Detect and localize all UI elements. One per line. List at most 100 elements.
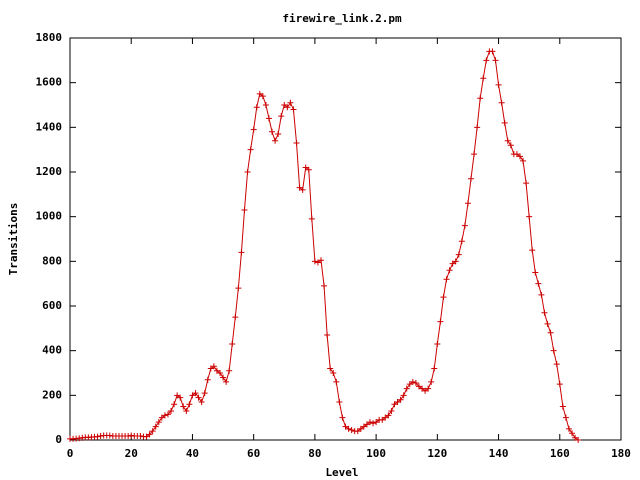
point-marker <box>259 93 266 100</box>
x-axis-label: Level <box>325 466 358 479</box>
point-marker <box>299 186 306 193</box>
point-marker <box>373 419 380 426</box>
point-marker <box>281 102 288 108</box>
point-marker <box>198 399 205 406</box>
point-marker <box>550 347 557 354</box>
point-marker <box>575 437 582 443</box>
point-marker <box>333 378 340 385</box>
point-marker <box>437 318 444 325</box>
point-marker <box>324 332 331 339</box>
point-marker <box>391 401 398 408</box>
y-tick-label: 600 <box>42 299 62 312</box>
y-tick-label: 1000 <box>36 210 63 223</box>
x-tick-label: 160 <box>550 447 570 460</box>
y-tick-label: 1400 <box>36 120 63 133</box>
point-marker <box>565 425 572 432</box>
point-marker <box>213 367 220 374</box>
y-tick-label: 1600 <box>36 76 63 89</box>
point-marker <box>492 57 499 64</box>
point-marker <box>513 151 520 158</box>
point-marker <box>302 164 309 171</box>
point-marker <box>415 383 422 390</box>
point-marker <box>207 365 214 372</box>
point-marker <box>238 249 245 256</box>
x-tick-label: 0 <box>67 447 74 460</box>
point-marker <box>406 381 413 388</box>
x-tick-label: 140 <box>489 447 509 460</box>
x-tick-label: 120 <box>427 447 447 460</box>
point-marker <box>541 309 548 316</box>
point-marker <box>262 102 269 108</box>
point-marker <box>186 401 193 408</box>
point-marker <box>216 370 223 376</box>
point-marker <box>538 291 545 298</box>
point-marker <box>137 432 144 439</box>
point-marker <box>419 385 426 392</box>
x-tick-label: 60 <box>247 447 260 460</box>
point-marker <box>504 137 511 144</box>
point-marker <box>363 421 370 428</box>
point-marker <box>385 412 392 419</box>
point-marker <box>275 131 282 138</box>
point-marker <box>241 206 248 213</box>
point-marker <box>544 320 551 327</box>
point-marker <box>562 414 569 421</box>
point-marker <box>287 99 294 106</box>
point-marker <box>409 378 416 385</box>
point-marker <box>168 407 175 414</box>
point-marker <box>226 367 233 374</box>
point-marker <box>461 222 468 229</box>
point-marker <box>158 414 165 421</box>
x-tick-label: 100 <box>366 447 386 460</box>
point-marker <box>526 213 533 220</box>
point-marker <box>535 280 542 287</box>
point-marker <box>244 169 251 175</box>
point-marker <box>235 285 242 292</box>
point-marker <box>146 431 153 438</box>
point-marker <box>523 180 530 187</box>
chart-title: firewire_link.2.pm <box>282 12 402 25</box>
point-marker <box>201 390 208 397</box>
point-marker <box>559 403 566 410</box>
point-marker <box>336 399 343 406</box>
x-tick-label: 40 <box>186 447 199 460</box>
point-marker <box>394 399 401 406</box>
point-marker <box>477 95 484 102</box>
point-marker <box>464 200 471 207</box>
point-marker <box>174 392 181 399</box>
data-line <box>70 50 579 441</box>
point-marker <box>471 151 478 158</box>
point-marker <box>318 257 325 264</box>
point-marker <box>223 378 230 385</box>
point-marker <box>330 370 337 376</box>
point-marker <box>403 385 410 392</box>
point-marker <box>305 166 312 173</box>
y-tick-label: 0 <box>55 433 62 446</box>
point-marker <box>458 238 465 245</box>
point-marker <box>452 258 459 265</box>
point-marker <box>327 365 334 372</box>
y-axis-label: Transitions <box>7 203 20 276</box>
point-marker <box>516 153 523 160</box>
point-marker <box>569 430 576 437</box>
point-marker <box>412 380 419 387</box>
point-marker <box>498 99 505 106</box>
point-marker <box>507 142 514 149</box>
point-marker <box>480 75 487 82</box>
point-marker <box>189 392 196 399</box>
point-marker <box>220 374 227 381</box>
point-marker <box>155 419 162 426</box>
point-marker <box>397 396 404 403</box>
point-marker <box>229 340 236 347</box>
point-marker <box>440 294 447 301</box>
point-marker <box>265 115 272 122</box>
point-marker <box>161 412 168 419</box>
point-marker <box>449 260 456 267</box>
point-marker <box>94 433 101 440</box>
point-marker <box>553 361 560 368</box>
point-marker <box>345 425 352 432</box>
point-marker <box>354 428 361 435</box>
point-marker <box>400 392 407 399</box>
point-marker <box>284 104 291 111</box>
